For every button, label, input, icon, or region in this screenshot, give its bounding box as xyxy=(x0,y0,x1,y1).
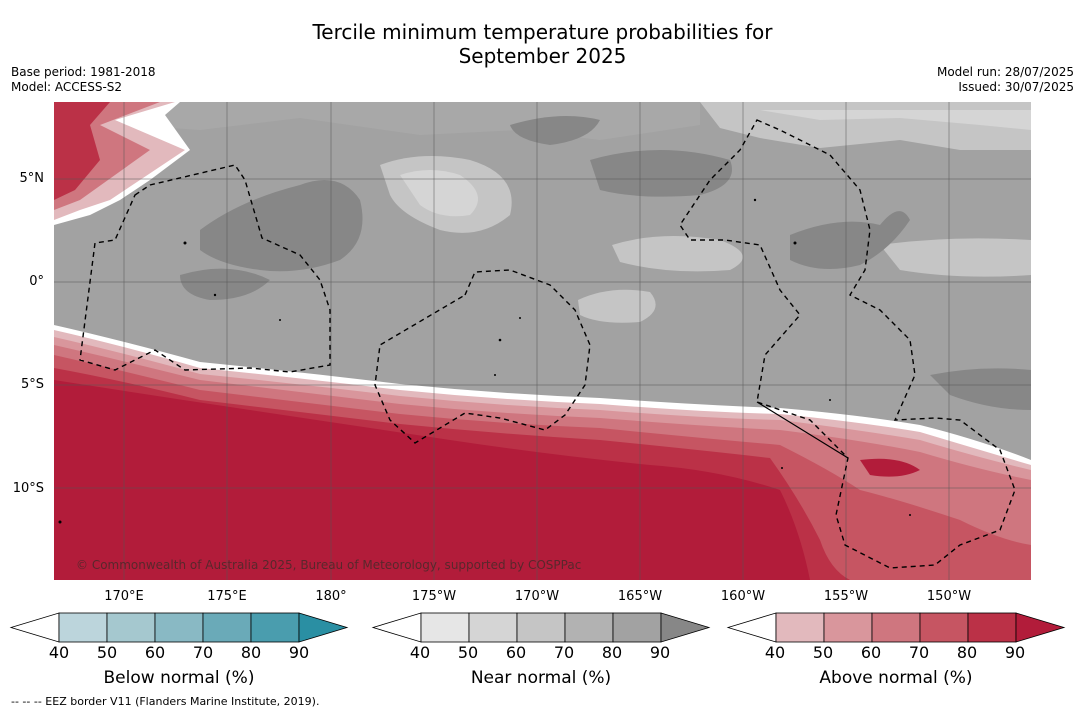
cbar-tick: 40 xyxy=(409,643,431,662)
colorbar-label-near: Near normal (%) xyxy=(470,668,612,688)
colorbar-below-min-extend xyxy=(9,612,60,643)
cbar-tick: 50 xyxy=(96,643,118,662)
cbar-tick: 80 xyxy=(956,643,978,662)
cbar-tick: 70 xyxy=(553,643,575,662)
lon-label-170w: 170°W xyxy=(514,589,560,604)
colorbar-below-segment xyxy=(202,612,252,643)
lat-label-5s: 5°S xyxy=(20,377,44,392)
cbar-tick: 80 xyxy=(601,643,623,662)
lon-label-175w: 175°W xyxy=(411,589,457,604)
colorbar-below-segment xyxy=(106,612,156,643)
colorbar-near-max-extend xyxy=(660,612,711,643)
colorbar-above-min-extend xyxy=(726,612,777,643)
cbar-tick: 40 xyxy=(764,643,786,662)
cbar-tick: 70 xyxy=(192,643,214,662)
lon-label-150w: 150°W xyxy=(926,589,972,604)
islands xyxy=(58,198,911,524)
colorbar-above-segment xyxy=(823,612,873,643)
colorbar-above-segment xyxy=(775,612,825,643)
eez-kiribati-phoenix xyxy=(374,269,591,444)
colorbar-near-segment xyxy=(420,612,470,643)
cbar-tick: 60 xyxy=(860,643,882,662)
model-run-date: Model run: 28/07/2025 xyxy=(936,65,1074,79)
map-title: Tercile minimum temperature probabilitie… xyxy=(0,20,1085,68)
title-line-1: Tercile minimum temperature probabilitie… xyxy=(312,20,773,44)
colorbar-below-segment xyxy=(58,612,108,643)
colorbar-above-max-extend xyxy=(1015,612,1066,643)
eez-legend-note: -- -- -- EEZ border V11 (Flanders Marine… xyxy=(11,695,320,708)
dark-grey-patch xyxy=(180,268,270,300)
cbar-tick: 80 xyxy=(240,643,262,662)
map-field xyxy=(54,102,1031,580)
colorbar-above-segment xyxy=(871,612,921,643)
dark-grey-patch xyxy=(590,150,732,197)
colorbar-below-segment xyxy=(154,612,204,643)
colorbar-near-segment xyxy=(468,612,518,643)
lighter-grey-patch xyxy=(400,170,478,217)
issued-date: Issued: 30/07/2025 xyxy=(958,80,1074,94)
above-normal-80 xyxy=(54,102,110,200)
run-info-left: Base period: 1981-2018 Model: ACCESS-S2 xyxy=(11,65,156,95)
cbar-tick: 60 xyxy=(144,643,166,662)
eez-borders xyxy=(79,119,1016,569)
light-grey-patch xyxy=(612,236,743,272)
colorbar-below-max-extend xyxy=(298,612,349,643)
eez-solid-segment xyxy=(756,401,849,459)
lat-label-0: 0° xyxy=(29,274,44,289)
lon-label-180: 180° xyxy=(315,589,347,604)
cbar-tick: 50 xyxy=(812,643,834,662)
lon-label-160w: 160°W xyxy=(720,589,766,604)
lat-label-10s: 10°S xyxy=(12,481,44,496)
cbar-tick: 60 xyxy=(505,643,527,662)
dark-grey-patch xyxy=(790,211,910,269)
lon-label-175e: 175°E xyxy=(207,589,247,604)
copyright-notice: © Commonwealth of Australia 2025, Bureau… xyxy=(76,558,582,572)
cbar-tick: 90 xyxy=(288,643,310,662)
graticule xyxy=(54,102,1031,580)
title-line-2: September 2025 xyxy=(458,44,627,68)
lat-label-5n: 5°N xyxy=(19,171,45,186)
cbar-tick: 70 xyxy=(908,643,930,662)
lon-label-155w: 155°W xyxy=(823,589,869,604)
colorbar-near-min-extend xyxy=(371,612,422,643)
lighter-grey-patch-north xyxy=(760,110,1031,130)
colorbar-label-below: Below normal (%) xyxy=(103,668,255,688)
colorbar-near-segment xyxy=(516,612,566,643)
cbar-tick: 90 xyxy=(649,643,671,662)
cbar-tick: 90 xyxy=(1004,643,1026,662)
dark-grey-patch xyxy=(510,116,600,145)
colorbars xyxy=(9,612,1066,643)
model-name: Model: ACCESS-S2 xyxy=(11,80,123,94)
base-period: Base period: 1981-2018 xyxy=(11,65,156,79)
eez-kiribati-line xyxy=(679,119,1016,569)
above-normal-90-south xyxy=(54,380,810,580)
colorbar-near-segment xyxy=(564,612,614,643)
light-grey-patch xyxy=(880,238,1031,277)
run-info-right: Model run: 28/07/2025 Issued: 30/07/2025 xyxy=(937,65,1074,95)
cbar-tick: 40 xyxy=(48,643,70,662)
colorbar-above-segment xyxy=(919,612,969,643)
dark-grey-patch xyxy=(930,368,1031,410)
colorbar-label-above: Above normal (%) xyxy=(819,668,973,688)
eez-kiribati-gilbert xyxy=(79,164,331,373)
light-grey-patch xyxy=(578,289,656,323)
cbar-tick: 50 xyxy=(457,643,479,662)
above-normal-90-patch xyxy=(860,458,920,477)
dark-grey-patch xyxy=(200,180,363,272)
colorbar-below-segment xyxy=(250,612,300,643)
lon-label-165w: 165°W xyxy=(617,589,663,604)
lon-label-170e: 170°E xyxy=(104,589,144,604)
colorbar-above-segment xyxy=(967,612,1017,643)
colorbar-near-segment xyxy=(612,612,662,643)
